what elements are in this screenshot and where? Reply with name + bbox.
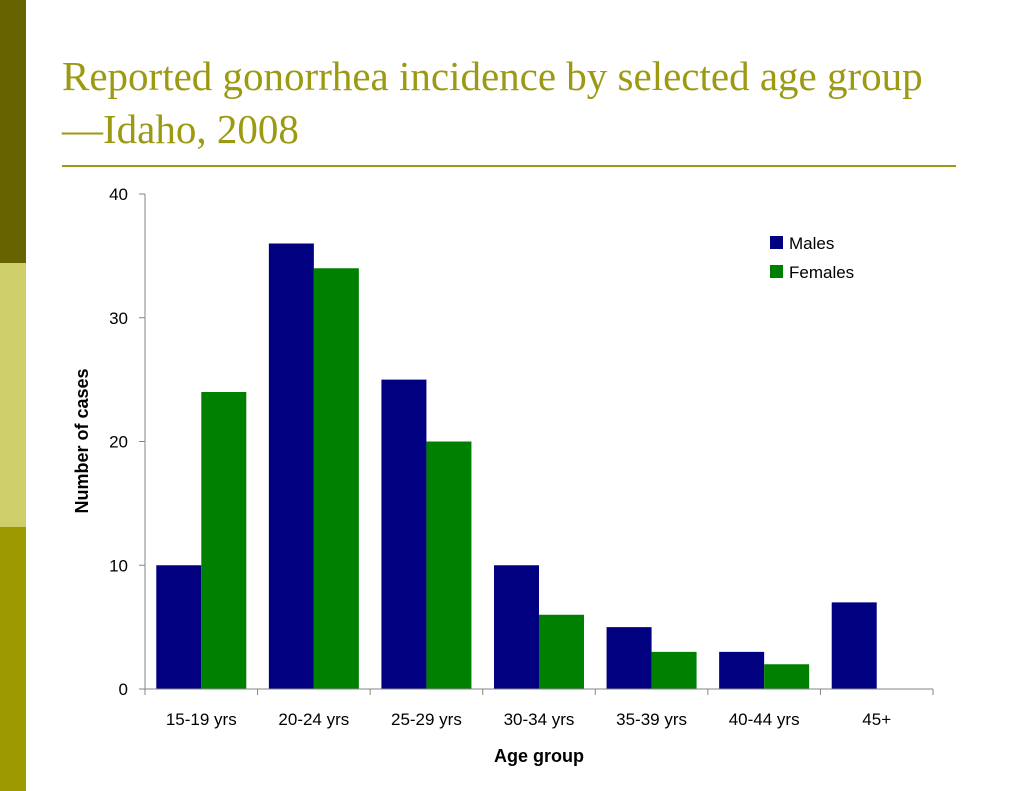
- sidebar-stripe-middle: [0, 263, 26, 527]
- legend: Males Females: [770, 234, 854, 282]
- bars-group: [156, 243, 877, 689]
- bar-males-0: [156, 565, 202, 689]
- bar-males-2: [381, 379, 427, 689]
- bar-females-1: [313, 268, 359, 689]
- legend-swatch-males: [770, 236, 783, 249]
- slide-title-line2: —Idaho, 2008: [62, 106, 299, 152]
- bar-males-5: [719, 651, 765, 689]
- x-category-label: 35-39 yrs: [616, 710, 687, 729]
- title-underline: [62, 165, 956, 167]
- x-category-label: 45+: [862, 710, 891, 729]
- bar-males-4: [606, 627, 652, 689]
- y-tick-label: 40: [109, 185, 128, 204]
- slide-title-line1: Reported gonorrhea incidence by selected…: [62, 53, 923, 99]
- x-category-labels: 15-19 yrs 20-24 yrs 25-29 yrs 30-34 yrs 35-3…: [166, 710, 891, 729]
- y-axis-title: Number of cases: [72, 368, 92, 513]
- bar-females-3: [539, 614, 584, 689]
- x-category-label: 20-24 yrs: [278, 710, 349, 729]
- sidebar-stripe-top: [0, 0, 26, 263]
- y-tick-labels: 0 10 20 30 40: [109, 185, 128, 699]
- x-category-label: 40-44 yrs: [729, 710, 800, 729]
- slide-title: Reported gonorrhea incidence by selected…: [62, 50, 1017, 156]
- x-category-label: 25-29 yrs: [391, 710, 462, 729]
- legend-label-females: Females: [789, 263, 854, 282]
- bar-females-2: [426, 441, 472, 689]
- x-category-label: 30-34 yrs: [504, 710, 575, 729]
- y-tick-label: 20: [109, 433, 128, 452]
- y-tick-label: 30: [109, 309, 128, 328]
- bar-females-0: [201, 392, 247, 689]
- bar-males-1: [268, 243, 314, 689]
- y-tick-label: 0: [119, 680, 128, 699]
- x-category-label: 15-19 yrs: [166, 710, 237, 729]
- legend-swatch-females: [770, 265, 783, 278]
- x-axis-title: Age group: [494, 746, 584, 766]
- bar-females-4: [651, 651, 697, 689]
- bar-males-6: [831, 602, 877, 689]
- y-tick-label: 10: [109, 556, 128, 575]
- legend-label-males: Males: [789, 234, 834, 253]
- axes-group: [139, 193, 934, 695]
- bar-females-5: [764, 664, 810, 689]
- bar-males-3: [494, 565, 539, 689]
- sidebar-stripe-bottom: [0, 527, 26, 791]
